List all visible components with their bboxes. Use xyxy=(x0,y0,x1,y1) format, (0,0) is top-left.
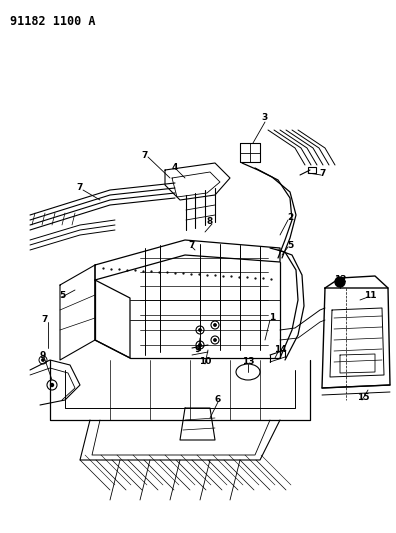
Text: 4: 4 xyxy=(172,164,178,173)
Text: 10: 10 xyxy=(199,358,211,367)
Text: 9: 9 xyxy=(40,351,46,359)
Text: 15: 15 xyxy=(357,393,369,402)
Text: 7: 7 xyxy=(77,183,83,192)
Text: 9: 9 xyxy=(195,345,201,354)
Circle shape xyxy=(199,329,201,331)
Circle shape xyxy=(42,359,44,361)
Circle shape xyxy=(335,277,345,287)
Circle shape xyxy=(214,339,216,341)
Text: 6: 6 xyxy=(215,395,221,405)
Text: 8: 8 xyxy=(207,217,213,227)
Circle shape xyxy=(199,344,201,346)
Text: 7: 7 xyxy=(189,240,195,249)
Text: 7: 7 xyxy=(142,150,148,159)
Circle shape xyxy=(214,324,216,326)
Text: 7: 7 xyxy=(320,168,326,177)
Text: 3: 3 xyxy=(262,114,268,123)
Bar xyxy=(308,167,316,173)
Text: 1: 1 xyxy=(269,313,275,322)
Circle shape xyxy=(51,384,53,386)
Text: 13: 13 xyxy=(242,358,254,367)
Text: 12: 12 xyxy=(334,276,346,285)
Text: 5: 5 xyxy=(59,290,65,300)
Text: 91182 1100 A: 91182 1100 A xyxy=(10,15,95,28)
Text: 14: 14 xyxy=(274,345,286,354)
Text: 7: 7 xyxy=(42,316,48,325)
Text: 5: 5 xyxy=(287,240,293,249)
Text: 11: 11 xyxy=(364,290,376,300)
Text: 2: 2 xyxy=(287,214,293,222)
